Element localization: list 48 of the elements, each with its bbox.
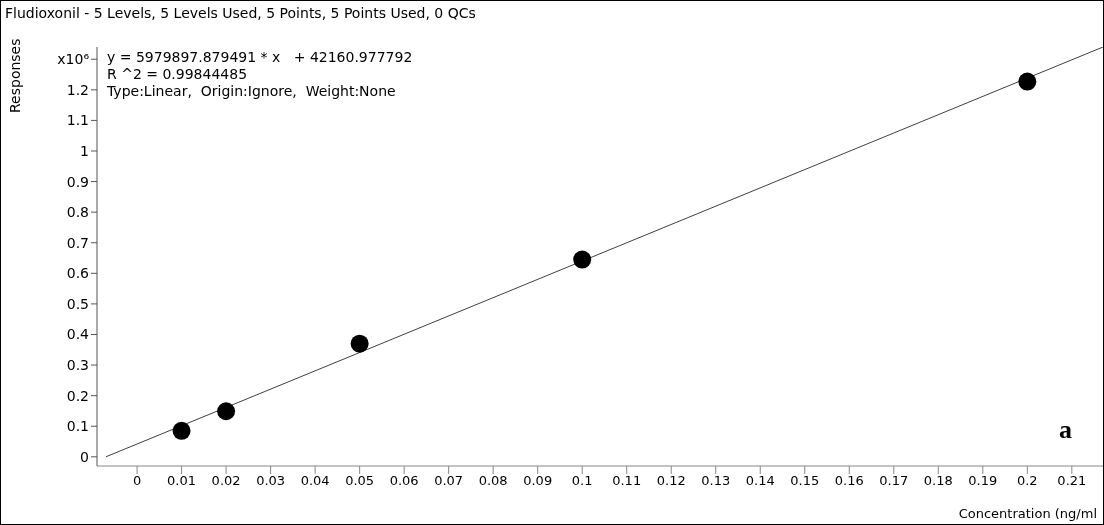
y-tick-label: 1 [80,142,89,159]
x-tick-label: 0.17 [879,473,909,489]
annotation: Type:Linear, Origin:Ignore, Weight:None [107,83,397,100]
y-tick-label: 0 [80,448,89,465]
x-tick-label: 0.12 [656,473,686,489]
annotation: y = 5979897.879491 * x + 42160.977792 [107,49,413,66]
x-tick-label: 0.16 [834,473,864,489]
x-axis-title: Concentration (ng/ml [958,506,1097,521]
x-tick-label: 0.01 [167,473,197,489]
y-tick-label: 0.7 [66,234,89,251]
y-tick-label: 0.2 [66,387,89,404]
y-tick-label: 0.6 [66,265,90,282]
y-tick-label: 1.2 [66,81,89,98]
x-tick-label: 0.1 [571,473,593,489]
x-tick-label: 0.13 [701,473,731,489]
x-tick-label: 0.03 [256,473,286,489]
y-tick-label: 1.1 [66,112,89,129]
point [573,250,592,269]
annotation: a [1059,415,1072,445]
x-tick-label: 0.18 [923,473,953,489]
point [217,402,236,421]
y-tick-label: 0.8 [66,204,89,221]
x-tick-label: 0.04 [300,473,330,489]
point [1018,72,1037,91]
x-tick-label: 0.2 [1016,473,1038,489]
point [350,334,369,353]
y-tick-label: 0.4 [66,326,90,343]
y-tick-label: 0.1 [66,418,89,435]
x-tick-label: 0.09 [523,473,553,489]
annotation: R ^2 = 0.99844485 [107,66,249,83]
x-tick-label: 0 [132,473,142,489]
x-tick-label: 0.08 [478,473,508,489]
x-tick-label: 0.19 [968,473,998,489]
x-tick-label: 0.05 [345,473,375,489]
chart-title: Fludioxonil - 5 Levels, 5 Levels Used, 5 Points, 5 Points Used, 0 QCs [5,5,476,21]
y-tick-label: 0.9 [66,173,89,190]
y-tick-label: 0.5 [66,295,89,312]
point [172,421,191,440]
y-tick-label: x10⁶ [57,51,90,68]
x-tick-label: 0.14 [745,473,775,489]
x-tick-label: 0.07 [434,473,464,489]
x-tick-label: 0.11 [612,473,642,489]
x-tick-label: 0.06 [389,473,419,489]
y-axis-title: Responses [7,38,23,113]
x-tick-label: 0.21 [1057,473,1087,489]
x-tick-label: 0.15 [790,473,820,489]
y-tick-label: 0.3 [66,357,89,374]
x-tick-label: 0.02 [211,473,241,489]
